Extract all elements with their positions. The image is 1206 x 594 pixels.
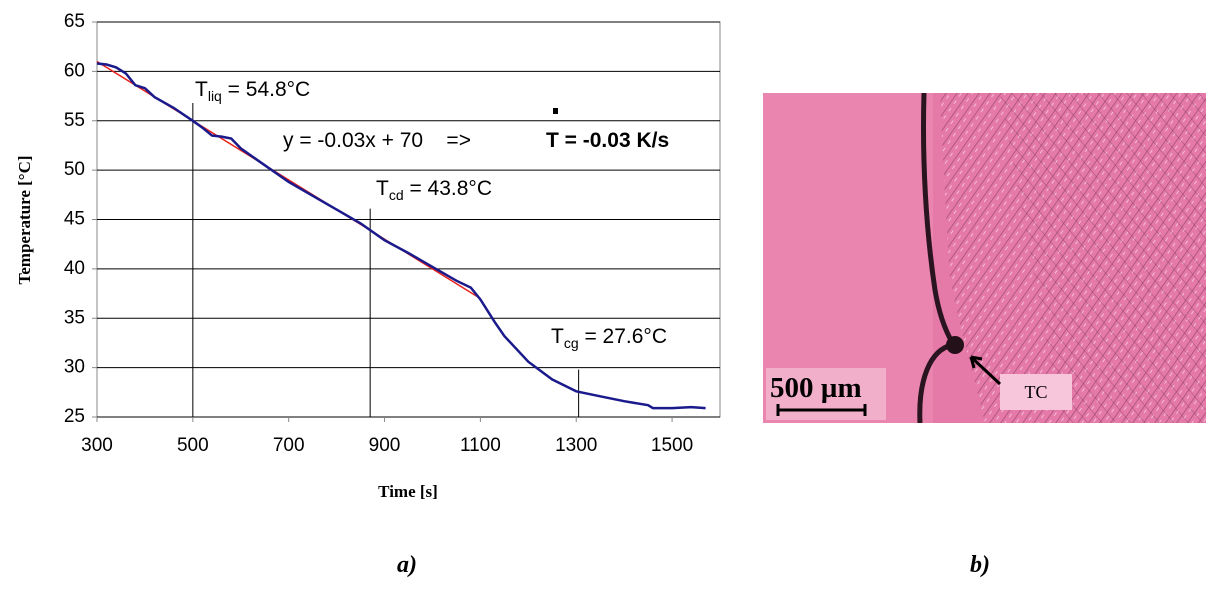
dot-accent <box>553 108 558 114</box>
y-tick-label: 40 <box>64 258 85 279</box>
annotation-text: = 43.8°C <box>404 177 492 200</box>
data-line <box>96 62 706 410</box>
y-tick-label: 50 <box>64 159 85 180</box>
x-tick-label: 500 <box>177 435 209 456</box>
annotation-sub: cg <box>564 335 579 351</box>
x-axis-label: Time [s] <box>378 482 438 501</box>
x-tick-label: 1500 <box>651 435 693 456</box>
annotation-text: = 27.6°C <box>579 325 667 348</box>
thermocouple-tip <box>946 336 964 354</box>
y-tick-label: 30 <box>64 357 85 378</box>
y-tick-label: 45 <box>64 209 85 230</box>
y-tick-label: 65 <box>64 11 85 32</box>
annotation: Tliq = 54.8°C <box>195 78 310 104</box>
scale-bar-label: 500 µm <box>770 372 862 404</box>
arrow <box>969 355 1002 386</box>
thermocouple-wire <box>917 342 953 423</box>
label-box <box>1000 374 1072 410</box>
plot: 25 30 35 40 45 50 55 60 65 300 500 700 900 1100 1300 15… <box>64 11 721 456</box>
annotation-sub: liq <box>208 88 222 104</box>
x-tick-label: 1100 <box>460 435 501 456</box>
annotation-text: = 54.8°C <box>222 78 310 101</box>
annotation-sub: cd <box>389 187 404 203</box>
annotation-text: T <box>376 177 389 200</box>
y-tick-label: 55 <box>64 110 85 131</box>
y-axis-label: Temperature [°C] <box>15 155 34 284</box>
annotation: Tcg = 27.6°C <box>551 325 667 351</box>
rate: T = -0.03 K/s <box>546 129 669 152</box>
dendrites <box>1000 93 1206 423</box>
annotation: Tcd = 43.8°C <box>376 177 492 203</box>
x-tick-label: 900 <box>369 435 401 456</box>
equation: y = -0.03x + 70 => <box>283 129 471 152</box>
y-tick-label: 60 <box>64 60 85 81</box>
image-label: TC <box>1024 382 1047 402</box>
x-tick-label: 300 <box>81 435 113 456</box>
annotation-text: T <box>195 78 208 101</box>
scale-bar <box>776 404 867 416</box>
caption: b) <box>970 552 990 578</box>
y-tick-label: 25 <box>64 406 85 427</box>
thermocouple-wire <box>921 93 955 344</box>
x-tick-label: 1300 <box>555 435 597 456</box>
annotation-text: T <box>551 325 564 348</box>
caption: a) <box>397 552 417 578</box>
x-tick-label: 700 <box>273 435 305 456</box>
micrograph: 500 µm TC <box>763 93 1206 423</box>
y-tick-label: 35 <box>64 307 85 328</box>
